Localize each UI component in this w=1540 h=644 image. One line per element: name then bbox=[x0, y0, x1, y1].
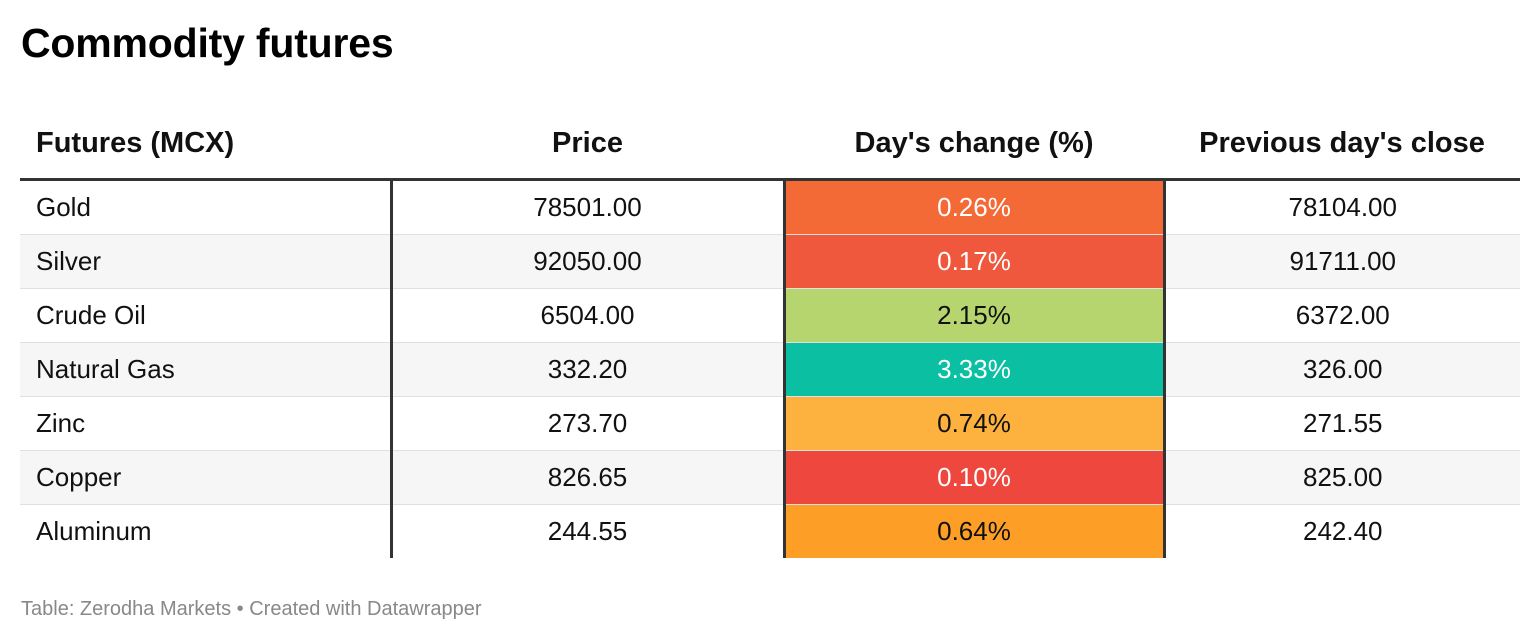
commodity-name-cell: Aluminum bbox=[36, 516, 152, 546]
header-days-change[interactable]: Day's change (%) bbox=[784, 108, 1164, 181]
days-change-cell: 3.33% bbox=[782, 342, 1166, 397]
days-change-cell: 2.15% bbox=[782, 288, 1166, 343]
commodity-name-cell: Zinc bbox=[20, 396, 391, 451]
header-price[interactable]: Price bbox=[391, 108, 784, 181]
commodity-name-cell: Silver bbox=[20, 234, 391, 289]
table-body: Gold 78501.00 0.26% 78104.00 Silver 92050.00 0… bbox=[20, 179, 1520, 558]
previous-close-cell: 91711.00 bbox=[1164, 234, 1520, 289]
commodity-name-cell: Gold bbox=[20, 179, 391, 235]
price-cell: 244.55 bbox=[389, 504, 784, 558]
price-cell: 78501.00 bbox=[389, 179, 784, 235]
chart-title: Commodity futures bbox=[21, 20, 394, 66]
days-change-cell: 0.26% bbox=[782, 179, 1166, 235]
days-change-cell: 0.64% bbox=[782, 504, 1166, 558]
previous-close-cell: 242.40 bbox=[1302, 516, 1383, 546]
previous-close-cell: 825.00 bbox=[1164, 450, 1520, 505]
days-change-cell: 0.17% bbox=[782, 234, 1166, 289]
table-row: Gold 78501.00 0.26% 78104.00 bbox=[20, 179, 1520, 235]
header-previous-close[interactable]: Previous day's close bbox=[1164, 108, 1520, 181]
commodity-name-cell: Natural Gas bbox=[20, 342, 391, 397]
price-cell: 6504.00 bbox=[389, 288, 784, 343]
previous-close-cell: 271.55 bbox=[1164, 396, 1520, 451]
table-row: Natural Gas 332.20 3.33% 326.00 bbox=[20, 342, 1520, 397]
table-row: Silver 92050.00 0.17% 91711.00 bbox=[20, 234, 1520, 289]
days-change-cell: 0.74% bbox=[782, 396, 1166, 451]
table-header-row: Futures (MCX) Price Day's change (%) Pre… bbox=[20, 108, 1520, 181]
table-row: Aluminum 244.55 0.64% 242.40 bbox=[20, 504, 1520, 558]
commodity-name-cell: Crude Oil bbox=[20, 288, 391, 343]
commodity-table: Futures (MCX) Price Day's change (%) Pre… bbox=[20, 108, 1520, 558]
price-cell: 332.20 bbox=[389, 342, 784, 397]
days-change-cell: 0.10% bbox=[782, 450, 1166, 505]
previous-close-cell: 326.00 bbox=[1164, 342, 1520, 397]
commodity-name-cell: Copper bbox=[20, 450, 391, 505]
previous-close-cell: 78104.00 bbox=[1164, 179, 1520, 235]
table-row: Crude Oil 6504.00 2.15% 6372.00 bbox=[20, 288, 1520, 343]
price-cell: 826.65 bbox=[389, 450, 784, 505]
source-note: Table: Zerodha Markets • Created with Da… bbox=[21, 598, 482, 620]
table-row: Copper 826.65 0.10% 825.00 bbox=[20, 450, 1520, 505]
price-cell: 273.70 bbox=[389, 396, 784, 451]
header-futures[interactable]: Futures (MCX) bbox=[20, 108, 391, 181]
table-row: Zinc 273.70 0.74% 271.55 bbox=[20, 396, 1520, 451]
previous-close-cell: 6372.00 bbox=[1164, 288, 1520, 343]
price-cell: 92050.00 bbox=[389, 234, 784, 289]
